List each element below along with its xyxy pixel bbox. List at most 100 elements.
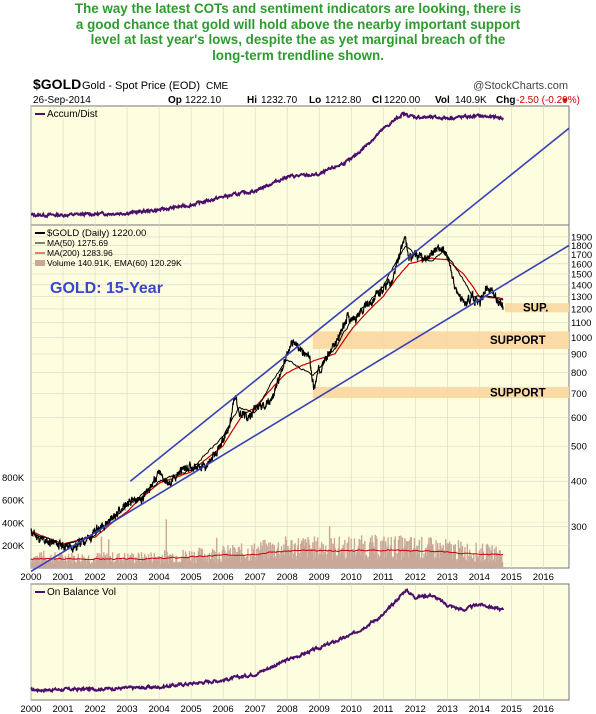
- support-band: [312, 331, 569, 349]
- x-tick-label: 2005: [181, 704, 202, 714]
- series-lines: [30, 111, 504, 694]
- x-tick-label: 2004: [149, 704, 170, 714]
- accum-dist-line: [30, 111, 504, 219]
- x-tick-label: 2014: [469, 572, 490, 583]
- obv-title: On Balance Vol: [47, 587, 116, 598]
- trendlines: [30, 127, 570, 573]
- chart-security-name: Gold - Spot Price (EOD): [82, 80, 200, 92]
- price-line: [30, 235, 504, 553]
- y-tick-label: 800: [571, 368, 587, 379]
- support-label: SUPPORT: [490, 387, 546, 399]
- volume-legend-label: Volume 140.91K, EMA(60) 120.29K: [47, 258, 182, 268]
- x-tick-label: 2001: [52, 572, 73, 583]
- x-tick-label: 2000: [20, 704, 41, 714]
- volume-tick-label: 800K: [2, 473, 25, 484]
- headline-line: a good chance that gold will hold above …: [75, 16, 521, 32]
- accum-dist-title: Accum/Dist: [47, 109, 98, 120]
- y-tick-label: 1900: [571, 232, 592, 243]
- x-tick-label: 2003: [117, 704, 138, 714]
- y-tick-label: 1600: [571, 259, 592, 270]
- quote-volume-label: Vol: [435, 95, 450, 106]
- y-tick-label: 1700: [571, 250, 592, 261]
- support-band: [505, 303, 569, 313]
- volume-tick-label: 200K: [2, 541, 25, 552]
- volume-ema-line: [30, 549, 504, 561]
- x-tick-label: 2016: [533, 704, 554, 714]
- headline-line: long-term trendline shown.: [212, 47, 384, 63]
- x-tick-label: 2011: [373, 572, 393, 583]
- x-tick-label: 2012: [405, 572, 426, 583]
- x-tick-label: 2007: [245, 704, 266, 714]
- y-tick-label: 1200: [571, 304, 592, 315]
- x-tick-label: 2002: [84, 572, 105, 583]
- trendline: [30, 244, 570, 573]
- y-tick-label: 1000: [571, 333, 592, 344]
- x-tick-label: 2010: [341, 572, 362, 583]
- y-tick-label: 1300: [571, 292, 592, 303]
- y-tick-label: 500: [571, 442, 587, 453]
- obv-panel: [30, 583, 570, 701]
- x-tick-label: 2016: [533, 572, 554, 583]
- volume-tick-label: 600K: [2, 496, 25, 507]
- volume-legend-swatch: [35, 260, 45, 266]
- quote-change-label: Chg: [496, 95, 515, 106]
- quote-change-value: -2.50 (-0.20%): [516, 95, 580, 106]
- quote-open-label: Op: [168, 95, 182, 106]
- chart-symbol: $GOLD: [33, 76, 81, 92]
- quote-open-value: 1222.10: [185, 95, 222, 106]
- y-tick-label: 600: [571, 413, 587, 424]
- quote-high-value: 1232.70: [261, 95, 298, 106]
- down-arrow-icon: ▼: [561, 96, 569, 105]
- y-tick-label: 900: [571, 350, 587, 361]
- x-tick-label: 2000: [20, 572, 41, 583]
- chart-exchange: CME: [206, 81, 229, 92]
- y-tick-label: 1500: [571, 269, 592, 280]
- x-tick-label: 2013: [437, 572, 458, 583]
- y-tick-label: 1400: [571, 280, 592, 291]
- annotation-title: GOLD: 15-Year: [50, 280, 163, 297]
- grid-lines: [30, 106, 569, 700]
- quote-volume-value: 140.9K: [455, 95, 487, 106]
- copyright-label: @StockCharts.com: [473, 80, 568, 92]
- y-tick-label: 300: [571, 522, 587, 533]
- x-tick-label: 2015: [501, 704, 522, 714]
- support-label: SUPPORT: [490, 335, 546, 347]
- support-bands: [312, 303, 569, 399]
- volume-bars: [30, 519, 504, 568]
- quote-close-value: 1220.00: [384, 95, 421, 106]
- headline-line: level at last year's lows, despite the a…: [90, 32, 506, 47]
- headline-text: The way the latest COTs and sentiment in…: [10, 1, 586, 63]
- x-tick-label: 2002: [84, 704, 105, 714]
- quote-low-value: 1212.80: [325, 95, 362, 106]
- quote-close-label: Cl: [372, 95, 382, 106]
- trendline: [129, 127, 570, 482]
- x-tick-label: 2005: [181, 572, 202, 583]
- volume-tick-label: 400K: [2, 518, 25, 529]
- headline-line: The way the latest COTs and sentiment in…: [74, 1, 522, 16]
- x-tick-label: 2004: [149, 572, 170, 583]
- obv-line: [30, 587, 504, 694]
- axis-labels: 2000 2000 2001 2001 2002 2002 2003 2003 2004 2004…: [2, 232, 592, 714]
- chart-date: 26-Sep-2014: [33, 95, 91, 106]
- x-tick-label: 2009: [309, 704, 330, 714]
- accum-dist-panel: [30, 105, 570, 226]
- y-tick-label: 1100: [571, 318, 591, 329]
- quote-high-label: Hi: [247, 95, 257, 106]
- x-tick-label: 2006: [213, 704, 234, 714]
- x-tick-label: 2014: [469, 704, 490, 714]
- y-tick-label: 400: [571, 477, 587, 488]
- x-tick-label: 2013: [437, 704, 458, 714]
- x-tick-label: 2006: [213, 572, 234, 583]
- y-tick-label: 700: [571, 389, 587, 400]
- y-tick-label: 1800: [571, 241, 592, 252]
- support-band: [312, 386, 569, 399]
- x-tick-label: 2009: [309, 572, 330, 583]
- ma50-legend-label: MA(50) 1275.69: [47, 238, 108, 248]
- x-tick-label: 2011: [373, 704, 393, 714]
- x-tick-label: 2007: [245, 572, 266, 583]
- price-legend-label: $GOLD (Daily) 1220.00: [47, 228, 146, 239]
- x-tick-label: 2015: [501, 572, 522, 583]
- quote-low-label: Lo: [309, 95, 321, 106]
- x-tick-label: 2008: [277, 572, 298, 583]
